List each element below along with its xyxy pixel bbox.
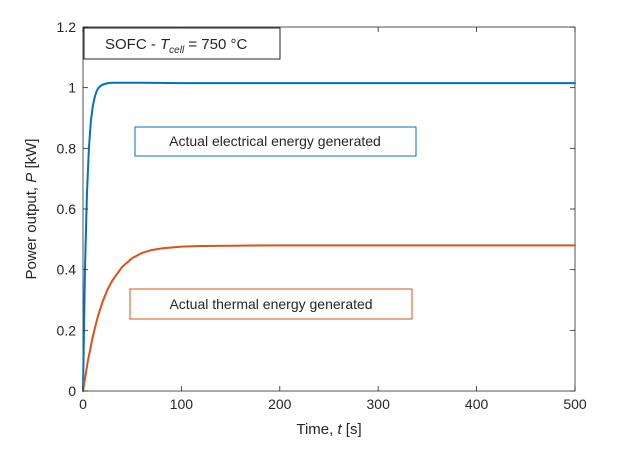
annotation-electrical: Actual electrical energy generated [134,126,417,157]
y-axis-label-symbol: P [23,173,40,183]
series-layer [82,81,576,392]
axes-box [82,26,576,392]
x-tick-label: 500 [563,396,587,412]
x-tick-label: 300 [367,396,391,412]
annotation-electrical-label: Actual electrical energy generated [169,133,381,149]
x-tick-label: 100 [170,396,194,412]
annotation-thermal-label: Actual thermal energy generated [169,296,372,312]
y-axis-label: Power output, P [kW] [23,139,40,280]
y-tick-label: 0.2 [57,322,77,338]
title-suffix: = 750 °C [184,36,247,53]
ticks-layer: 0 100 200 300 400 500 0 0.2 0.4 0.6 0.8 1 1.2 [57,19,587,412]
plot-area [82,26,576,392]
annotation-electrical-frame [134,126,417,157]
x-axis-label: Time, t [s] [296,421,361,438]
y-tick-label: 0.4 [57,262,77,278]
y-tick-label: 1 [68,80,76,96]
y-tick-label: 0.6 [57,201,77,217]
y-axis-label-unit: [kW] [23,139,40,173]
x-tick-label: 400 [465,396,489,412]
title-subscript: cell [169,45,185,56]
x-axis-label-text: Time, [296,421,337,438]
series-line-thermal [82,244,576,392]
y-tick-label: 1.2 [57,19,77,35]
title-box: SOFC - Tcell = 750 °C [83,27,281,60]
title-box-frame [83,27,281,60]
title-symbol: T [160,36,171,53]
y-tick-label: 0 [68,383,76,399]
title-box-label: SOFC - Tcell = 750 °C [105,36,247,56]
annotation-thermal: Actual thermal energy generated [129,288,413,320]
series-line-electrical [82,81,576,392]
y-tick-label: 0.8 [57,140,77,156]
x-axis-label-symbol: t [337,421,342,438]
x-axis-label-unit: [s] [342,421,362,438]
annotation-thermal-frame [129,288,413,320]
x-tick-label: 0 [79,396,87,412]
title-prefix: SOFC - [105,36,160,53]
x-tick-label: 200 [268,396,292,412]
y-axis-label-text: Power output, [23,183,40,280]
